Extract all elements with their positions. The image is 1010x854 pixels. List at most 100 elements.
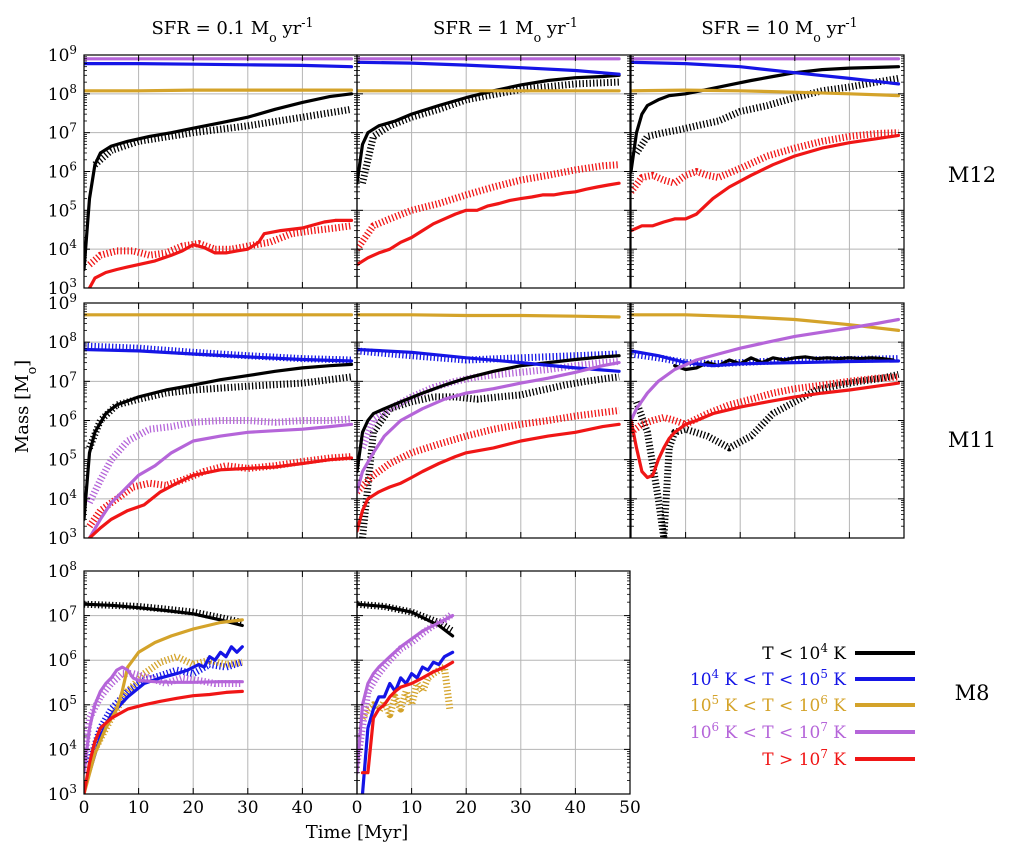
y-tick-label: 108 <box>48 330 77 353</box>
column-title: SFR = 1 Mo yr-1 <box>433 15 578 45</box>
legend-entry-label: T < 104 K <box>762 641 846 664</box>
hatched-series-line <box>91 653 243 752</box>
panel-r0-c2 <box>630 54 905 289</box>
series-line <box>360 650 455 794</box>
panel-r1-c2 <box>630 302 905 539</box>
y-tick-label: 109 <box>48 43 77 66</box>
x-tick-label: 10 <box>128 798 150 818</box>
y-tick-label: 105 <box>48 448 77 471</box>
y-tick-label: 106 <box>48 160 77 183</box>
x-tick-label: 40 <box>292 798 314 818</box>
plot-area <box>357 313 621 538</box>
series-line <box>87 645 244 775</box>
series-line <box>631 381 901 480</box>
x-tick-label: 20 <box>455 798 477 818</box>
series-line <box>357 422 621 533</box>
series-line <box>357 181 621 267</box>
legend-entry-label: T > 107 K <box>762 747 846 770</box>
series-line <box>357 313 621 319</box>
plot-area <box>84 57 354 288</box>
plot-area <box>357 600 455 794</box>
series-line <box>357 60 621 76</box>
hatched-series-line <box>84 600 244 626</box>
x-tick-label: 0 <box>352 798 363 818</box>
series-line <box>631 133 901 233</box>
hatched-series-line <box>86 373 352 450</box>
y-tick-label: 105 <box>48 198 77 221</box>
series-line <box>84 92 354 272</box>
hatched-series-line <box>86 453 352 529</box>
hatched-series-line <box>359 358 620 450</box>
y-tick-label: 108 <box>48 559 77 582</box>
panel-r0-c1 <box>356 54 631 289</box>
y-tick-label: 108 <box>48 82 77 105</box>
plot-area <box>84 600 244 794</box>
series-line <box>357 354 621 474</box>
x-tick-label: 10 <box>401 798 423 818</box>
series-line <box>357 347 621 373</box>
legend-entry-label: 106 K < T < 107 K <box>690 720 846 743</box>
series-line <box>631 88 901 98</box>
series-line <box>84 62 354 69</box>
series-line <box>84 362 354 521</box>
plot-area <box>357 57 621 267</box>
series-line <box>631 349 901 368</box>
y-tick-label: 107 <box>48 121 77 144</box>
column-title: SFR = 10 Mo yr-1 <box>701 15 857 45</box>
panel-r2-c0 <box>83 570 358 795</box>
x-axis-label: Time [Myr] <box>306 822 408 843</box>
hatched-series-line <box>84 670 243 764</box>
series-line <box>673 355 895 372</box>
series-line <box>84 602 244 628</box>
legend-entry-label: 105 K < T < 106 K <box>690 693 846 716</box>
hatched-series-line <box>633 74 900 155</box>
row-label: M8 <box>955 681 990 705</box>
x-tick-label: 30 <box>510 798 532 818</box>
hatched-series-line <box>359 663 454 720</box>
x-tick-label: 50 <box>619 798 641 818</box>
series-line <box>631 65 901 174</box>
panel-frame <box>356 570 631 795</box>
legend-entry-label: 104 K < T < 105 K <box>690 667 846 690</box>
series-line <box>87 422 354 538</box>
x-tick-label: 30 <box>237 798 259 818</box>
series-line <box>357 361 621 494</box>
row-label: M12 <box>948 163 996 187</box>
hatched-series-line <box>92 105 353 168</box>
series-line <box>87 456 354 538</box>
y-tick-label: 106 <box>48 648 77 671</box>
series-line <box>631 60 901 86</box>
y-tick-label: 109 <box>48 291 77 314</box>
series-line <box>84 618 244 794</box>
y-tick-label: 103 <box>48 782 77 805</box>
panel-r2-c1 <box>356 570 631 795</box>
y-tick-label: 106 <box>48 409 77 432</box>
plot-area <box>631 313 901 538</box>
y-tick-label: 104 <box>48 487 77 510</box>
series-line <box>84 347 354 363</box>
hatched-series-line <box>86 658 244 764</box>
hatched-series-line <box>84 342 352 364</box>
y-tick-label: 107 <box>48 604 77 627</box>
hatched-series-line <box>631 129 899 194</box>
series-line <box>87 218 354 288</box>
y-tick-label: 105 <box>48 693 77 716</box>
x-tick-label: 20 <box>182 798 204 818</box>
series-line <box>360 660 455 775</box>
hatched-series-line <box>631 373 899 436</box>
hatched-series-line <box>633 370 900 538</box>
hatched-series-line <box>357 600 455 635</box>
y-axis-label: Mass [Mo] <box>12 360 39 453</box>
y-tick-label: 103 <box>48 526 77 549</box>
panel-r1-c0 <box>83 302 358 539</box>
row-label: M11 <box>948 428 996 452</box>
panel-r1-c1 <box>356 302 631 539</box>
x-tick-label: 0 <box>79 798 90 818</box>
series-line <box>84 88 354 93</box>
plot-area <box>631 57 901 233</box>
hatched-series-line <box>359 78 620 184</box>
x-tick-label: 40 <box>565 798 587 818</box>
y-tick-label: 104 <box>48 237 77 260</box>
